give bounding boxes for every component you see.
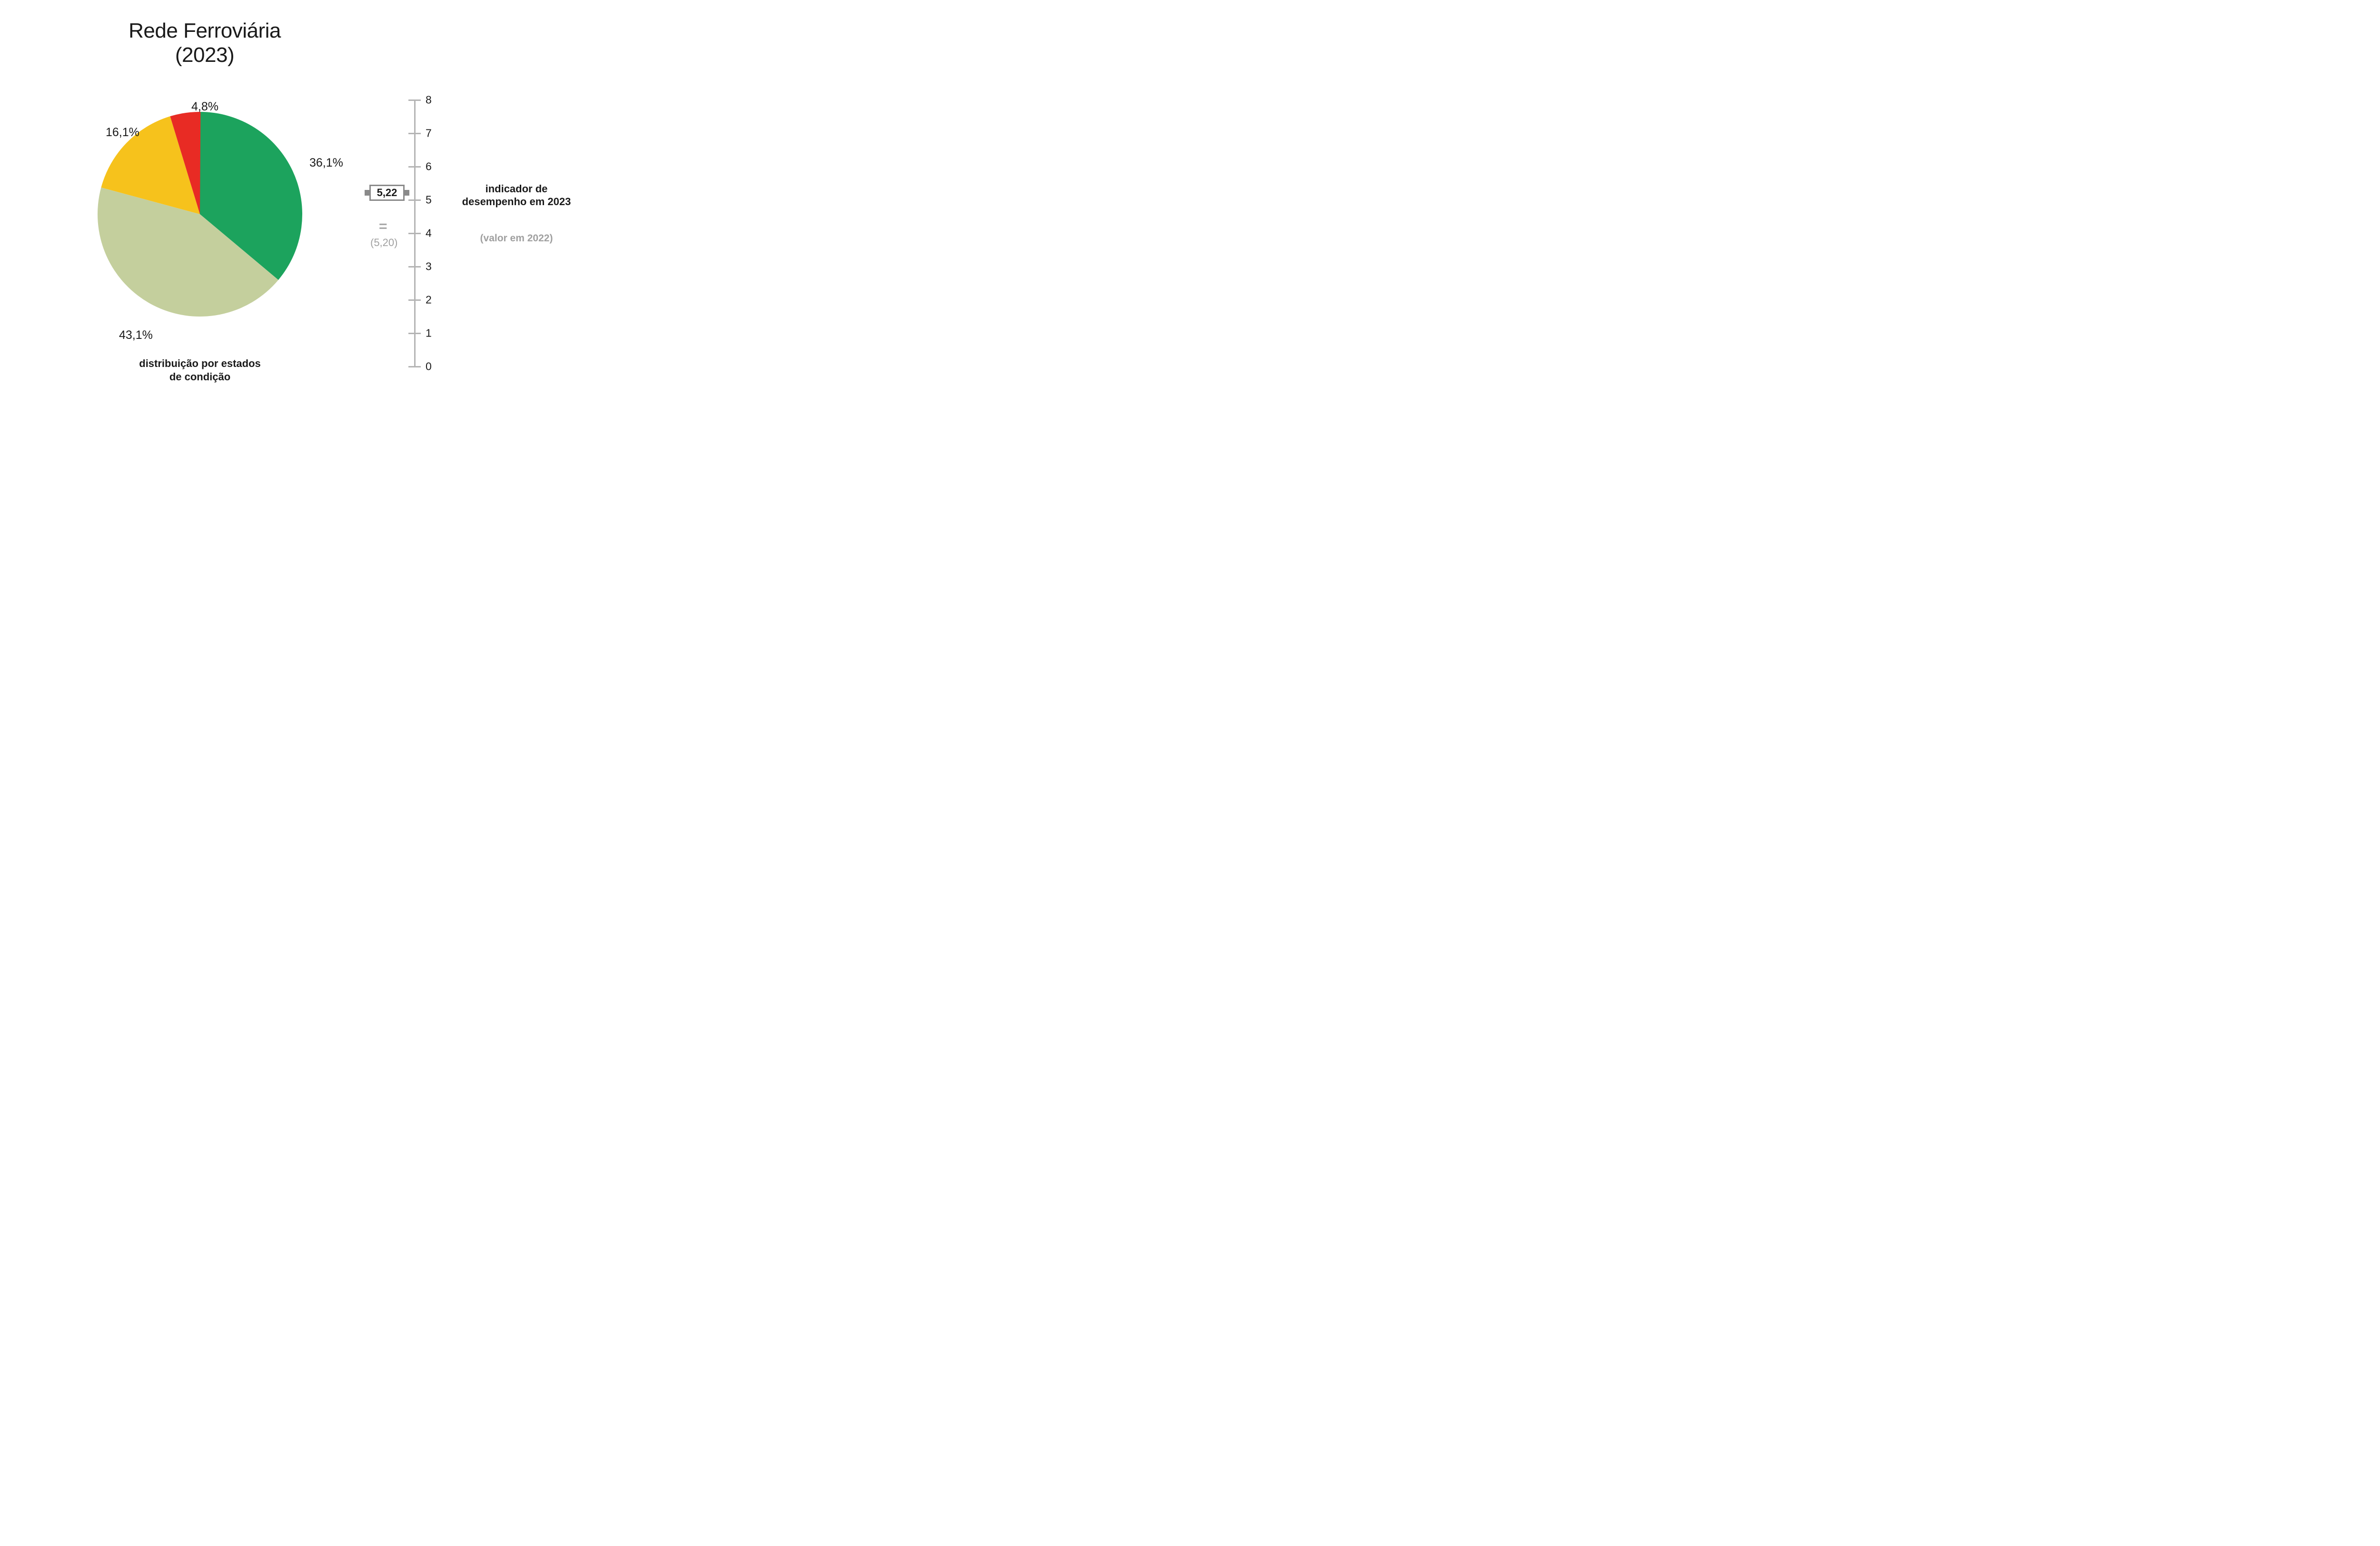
axis-tick-label: 3	[426, 260, 432, 273]
axis-tick	[408, 133, 421, 134]
indicator-previous-label: (valor em 2022)	[457, 233, 576, 244]
indicator-current-label-2: desempenho em 2023	[457, 195, 576, 208]
chart-title: Rede Ferroviária (2023)	[86, 19, 324, 67]
indicator-axis: 012345678	[400, 100, 438, 367]
indicator-tick-left	[365, 190, 369, 196]
axis-tick	[408, 333, 421, 334]
pie-caption: distribuição por estados de condição	[114, 357, 286, 383]
indicator-current-value: 5,22	[377, 187, 397, 199]
axis-tick	[408, 99, 421, 101]
axis-tick-label: 7	[426, 127, 432, 140]
pie-slice-label: 36,1%	[309, 156, 343, 170]
indicator-previous-symbol: =	[379, 218, 387, 235]
indicator-value-box: 5,22	[369, 185, 405, 201]
pie-slice-label: 43,1%	[119, 328, 153, 342]
axis-tick	[408, 166, 421, 168]
pie-svg	[95, 109, 305, 319]
axis-tick	[408, 266, 421, 268]
title-line-1: Rede Ferroviária	[86, 19, 324, 43]
axis-tick-label: 5	[426, 194, 432, 207]
pie-slice-label: 16,1%	[106, 126, 139, 139]
pie-chart	[95, 109, 305, 319]
axis-tick-label: 4	[426, 227, 432, 240]
axis-tick	[408, 199, 421, 201]
pie-slice-label: 4,8%	[191, 100, 218, 114]
pie-caption-line-2: de condição	[114, 370, 286, 384]
axis-tick-label: 2	[426, 294, 432, 307]
indicator-current-label: indicador de desempenho em 2023	[457, 182, 576, 208]
axis-tick-label: 6	[426, 160, 432, 173]
indicator-current-label-1: indicador de	[457, 182, 576, 196]
axis-tick-label: 0	[426, 360, 432, 373]
chart-canvas: Rede Ferroviária (2023) 36,1% 43,1% 16,1% 4…	[0, 0, 666, 431]
indicator-tick-right	[405, 190, 409, 196]
axis-tick-label: 1	[426, 327, 432, 340]
axis-tick	[408, 299, 421, 301]
pie-caption-line-1: distribuição por estados	[114, 357, 286, 370]
indicator-previous-value: (5,20)	[370, 237, 397, 249]
axis-tick	[408, 366, 421, 367]
title-line-2: (2023)	[86, 43, 324, 68]
axis-tick	[408, 233, 421, 234]
axis-tick-label: 8	[426, 94, 432, 107]
